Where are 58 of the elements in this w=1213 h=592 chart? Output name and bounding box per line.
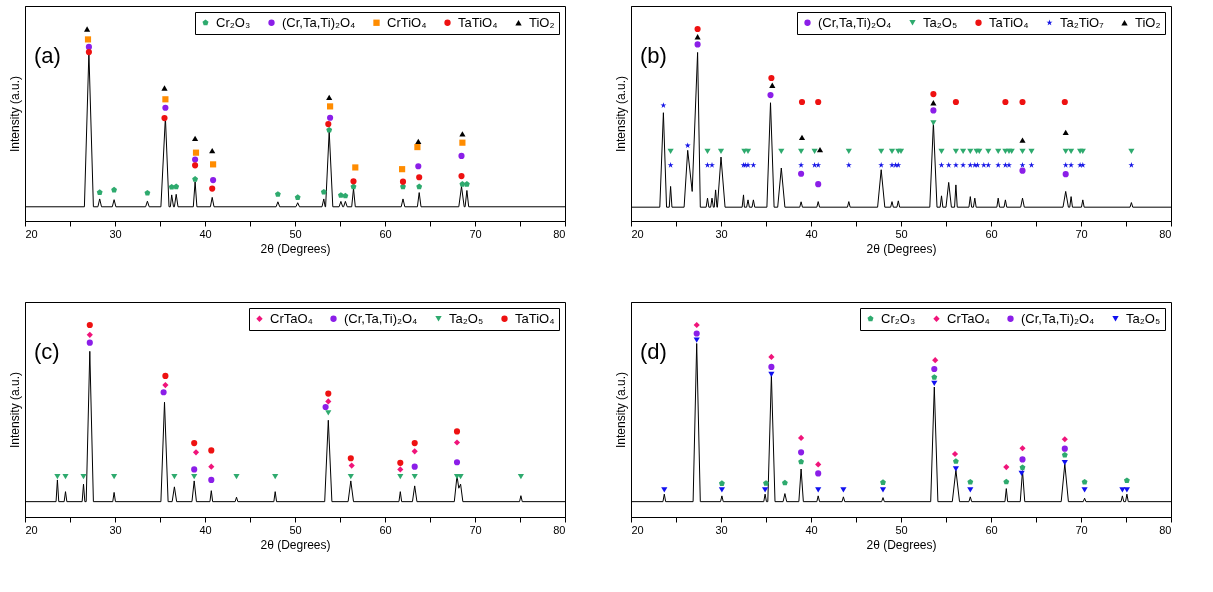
x-tick-label: 60 bbox=[985, 227, 998, 240]
x-tick-label: 70 bbox=[1075, 227, 1088, 240]
x-axis-title: 2θ (Degrees) bbox=[866, 241, 937, 256]
x-tick-label: 40 bbox=[805, 227, 818, 240]
x-tick-label: 30 bbox=[715, 523, 728, 536]
legend-label: TiO₂ bbox=[529, 14, 555, 30]
legend-label: CrTaO₄ bbox=[947, 310, 990, 326]
text: (b) bbox=[640, 43, 667, 68]
legend-label: (Cr,Ta,Ti)₂O₄ bbox=[1021, 310, 1095, 326]
y-axis-title: Intensity (a.u.) bbox=[7, 75, 22, 153]
text: (c) bbox=[34, 339, 60, 364]
text: (a) bbox=[34, 43, 61, 68]
x-tick-label: 80 bbox=[553, 523, 566, 536]
legend-label: Cr₂O₃ bbox=[216, 14, 251, 30]
x-tick-label: 70 bbox=[469, 227, 482, 240]
x-tick-label: 40 bbox=[199, 227, 212, 240]
legend-label: Ta₂O₅ bbox=[923, 14, 958, 30]
x-tick-label: 50 bbox=[289, 227, 302, 240]
legend-label: CrTiO₄ bbox=[387, 14, 427, 30]
x-tick-label: 80 bbox=[1159, 523, 1172, 536]
x-tick-label: 50 bbox=[289, 523, 302, 536]
x-tick-label: 60 bbox=[985, 523, 998, 536]
legend-label: Ta₂O₅ bbox=[1126, 310, 1161, 326]
legend-label: TaTiO₄ bbox=[458, 14, 498, 30]
x-tick-label: 50 bbox=[895, 523, 908, 536]
x-tick-label: 20 bbox=[631, 523, 644, 536]
x-tick-label: 70 bbox=[469, 523, 482, 536]
x-tick-label: 60 bbox=[379, 227, 392, 240]
legend-label: CrTaO₄ bbox=[270, 310, 313, 326]
x-tick-label: 40 bbox=[199, 523, 212, 536]
legend-label: TiO₂ bbox=[1135, 14, 1161, 30]
x-tick-label: 30 bbox=[109, 523, 122, 536]
x-axis-title: 2θ (Degrees) bbox=[260, 537, 331, 552]
x-tick-label: 50 bbox=[895, 227, 908, 240]
x-axis-title: 2θ (Degrees) bbox=[866, 537, 937, 552]
x-tick-label: 30 bbox=[109, 227, 122, 240]
x-tick-label: 40 bbox=[805, 523, 818, 536]
text: (d) bbox=[640, 339, 667, 364]
y-axis-title: Intensity (a.u.) bbox=[613, 371, 628, 449]
x-tick-label: 20 bbox=[631, 227, 644, 240]
y-axis-title: Intensity (a.u.) bbox=[7, 371, 22, 449]
x-tick-label: 30 bbox=[715, 227, 728, 240]
x-tick-label: 60 bbox=[379, 523, 392, 536]
x-axis-title: 2θ (Degrees) bbox=[260, 241, 331, 256]
legend-label: Cr₂O₃ bbox=[881, 310, 916, 326]
legend-label: Ta₂O₅ bbox=[449, 310, 484, 326]
legend-label: (Cr,Ta,Ti)₂O₄ bbox=[344, 310, 418, 326]
x-tick-label: 80 bbox=[553, 227, 566, 240]
legend-label: TaTiO₄ bbox=[989, 14, 1029, 30]
legend-label: (Cr,Ta,Ti)₂O₄ bbox=[282, 14, 356, 30]
x-tick-label: 20 bbox=[25, 523, 38, 536]
x-tick-label: 20 bbox=[25, 227, 38, 240]
y-axis-title: Intensity (a.u.) bbox=[613, 75, 628, 153]
x-tick-label: 70 bbox=[1075, 523, 1088, 536]
legend-label: Ta₂TiO₇ bbox=[1060, 14, 1105, 30]
legend-label: TaTiO₄ bbox=[515, 310, 555, 326]
x-tick-label: 80 bbox=[1159, 227, 1172, 240]
legend-label: (Cr,Ta,Ti)₂O₄ bbox=[818, 14, 892, 30]
